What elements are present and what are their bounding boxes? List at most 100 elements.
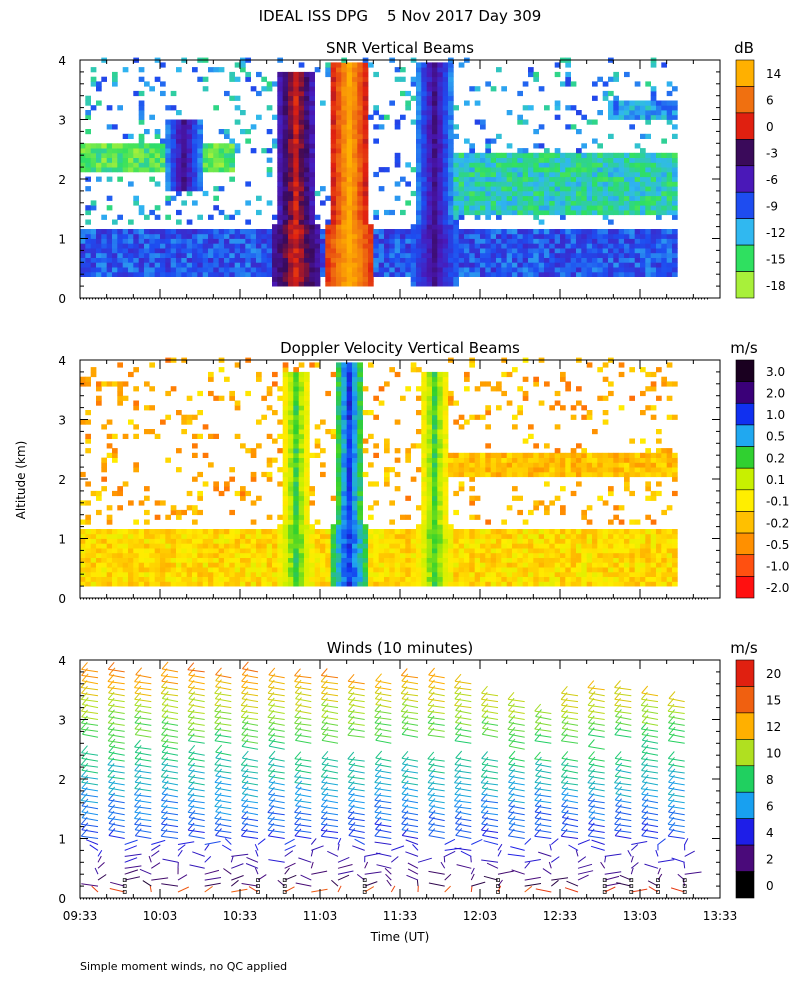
heatmap-cell xyxy=(181,186,187,192)
heatmap-cell xyxy=(224,243,230,249)
heatmap-cell xyxy=(101,548,107,554)
heatmap-cell xyxy=(517,176,523,182)
heatmap-cell xyxy=(202,533,209,539)
heatmap-cell xyxy=(282,367,289,373)
heatmap-cell xyxy=(400,176,406,182)
heatmap-cell xyxy=(154,76,161,82)
heatmap-cell xyxy=(346,209,353,216)
heatmap-cell xyxy=(288,543,294,549)
heatmap-cell xyxy=(330,276,337,282)
heatmap-cell xyxy=(490,186,497,192)
heatmap-cell xyxy=(133,581,139,587)
heatmap-cell xyxy=(506,157,513,163)
heatmap-cell xyxy=(362,248,369,254)
heatmap-cell xyxy=(149,157,155,163)
heatmap-cell xyxy=(298,248,305,254)
heatmap-cell xyxy=(208,257,214,263)
heatmap-cell xyxy=(586,257,593,263)
heatmap-cell xyxy=(256,90,262,97)
heatmap-cell xyxy=(112,581,118,587)
heatmap-cell xyxy=(202,452,209,458)
heatmap-cell xyxy=(480,200,486,206)
heatmap-cell xyxy=(421,457,427,463)
heatmap-cell xyxy=(672,152,678,158)
heatmap-cell xyxy=(192,167,198,173)
heatmap-cell xyxy=(453,262,459,268)
heatmap-cell xyxy=(432,567,438,573)
heatmap-cell xyxy=(560,190,566,197)
heatmap-cell xyxy=(224,581,230,587)
heatmap-cell xyxy=(400,114,406,120)
heatmap-cell xyxy=(293,238,299,244)
heatmap-cell xyxy=(277,529,283,535)
heatmap-cell xyxy=(304,100,310,106)
heatmap-cell xyxy=(426,262,433,268)
heatmap-cell xyxy=(106,143,113,149)
heatmap-cell xyxy=(421,176,427,182)
heatmap-cell xyxy=(149,581,155,587)
heatmap-cell xyxy=(282,524,289,530)
heatmap-cell xyxy=(234,552,241,558)
heatmap-cell xyxy=(186,133,193,139)
heatmap-cell xyxy=(357,209,363,216)
heatmap-cell xyxy=(309,538,315,544)
heatmap-cell xyxy=(629,233,635,239)
heatmap-cell xyxy=(80,162,86,168)
heatmap-cell xyxy=(197,567,203,573)
heatmap-cell xyxy=(117,557,123,563)
heatmap-cell xyxy=(234,548,241,554)
heatmap-cell xyxy=(538,252,545,258)
heatmap-cell xyxy=(426,519,433,525)
heatmap-cell xyxy=(122,581,129,587)
heatmap-cell xyxy=(186,571,193,577)
heatmap-cell xyxy=(448,400,454,406)
heatmap-cell xyxy=(277,214,283,220)
heatmap-cell xyxy=(650,157,657,163)
heatmap-cell xyxy=(101,533,107,539)
heatmap-cell xyxy=(197,119,203,125)
heatmap-cell xyxy=(336,71,342,78)
heatmap-cell xyxy=(656,200,662,206)
heatmap-cell xyxy=(592,171,598,178)
heatmap-cell xyxy=(277,571,283,577)
heatmap-cell xyxy=(496,67,502,73)
heatmap-cell xyxy=(85,233,91,239)
heatmap-cell xyxy=(538,195,545,201)
heatmap-cell xyxy=(437,448,443,454)
heatmap-cell xyxy=(170,533,177,539)
heatmap-cell xyxy=(357,524,363,530)
heatmap-cell xyxy=(277,581,283,587)
heatmap-cell xyxy=(202,581,209,587)
heatmap-cell xyxy=(282,386,289,392)
heatmap-cell xyxy=(298,533,305,539)
heatmap-cell xyxy=(309,200,315,206)
heatmap-cell xyxy=(672,262,678,268)
heatmap-cell xyxy=(517,152,523,158)
heatmap-cell xyxy=(101,462,107,468)
heatmap-cell xyxy=(506,233,513,239)
heatmap-cell xyxy=(565,71,571,78)
heatmap-cell xyxy=(634,190,641,197)
heatmap-cell xyxy=(560,243,566,249)
heatmap-cell xyxy=(165,414,171,420)
heatmap-cell xyxy=(229,76,235,82)
heatmap-cell xyxy=(298,243,305,249)
heatmap-cell xyxy=(229,162,235,168)
heatmap-cell xyxy=(517,90,523,97)
heatmap-cell xyxy=(165,124,171,130)
heatmap-cell xyxy=(261,243,267,249)
heatmap-cell xyxy=(613,114,619,120)
heatmap-cell xyxy=(341,562,347,568)
heatmap-cell xyxy=(128,557,134,563)
heatmap-cell xyxy=(341,214,347,220)
heatmap-cell xyxy=(613,152,619,158)
heatmap-cell xyxy=(549,176,555,182)
heatmap-cell xyxy=(309,267,315,273)
heatmap-cell xyxy=(421,552,427,558)
heatmap-cell xyxy=(272,267,278,273)
heatmap-cell xyxy=(85,552,91,558)
heatmap-cell xyxy=(298,386,305,392)
heatmap-cell xyxy=(101,243,107,249)
heatmap-cell xyxy=(549,162,555,168)
heatmap-cell xyxy=(485,138,491,144)
